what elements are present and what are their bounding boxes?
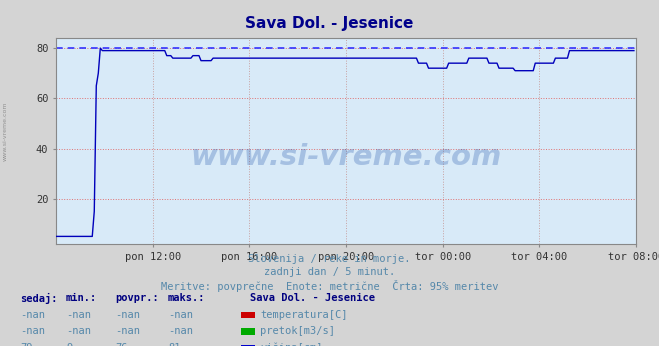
Text: -nan: -nan	[115, 327, 140, 336]
Text: pretok[m3/s]: pretok[m3/s]	[260, 327, 335, 336]
Text: temperatura[C]: temperatura[C]	[260, 310, 348, 320]
Text: 79: 79	[20, 343, 32, 346]
Text: -nan: -nan	[66, 310, 91, 320]
Text: Slovenija / reke in morje.: Slovenija / reke in morje.	[248, 254, 411, 264]
Text: www.si-vreme.com: www.si-vreme.com	[3, 102, 8, 161]
Text: -nan: -nan	[66, 327, 91, 336]
Text: Sava Dol. - Jesenice: Sava Dol. - Jesenice	[245, 16, 414, 30]
Text: -nan: -nan	[168, 327, 193, 336]
Text: Meritve: povprečne  Enote: metrične  Črta: 95% meritev: Meritve: povprečne Enote: metrične Črta:…	[161, 280, 498, 292]
Text: maks.:: maks.:	[168, 293, 206, 303]
Text: min.:: min.:	[66, 293, 97, 303]
Text: sedaj:: sedaj:	[20, 293, 57, 304]
Text: zadnji dan / 5 minut.: zadnji dan / 5 minut.	[264, 267, 395, 277]
Text: 9: 9	[66, 343, 72, 346]
Text: povpr.:: povpr.:	[115, 293, 159, 303]
Text: www.si-vreme.com: www.si-vreme.com	[190, 144, 501, 172]
Text: -nan: -nan	[20, 310, 45, 320]
Text: -nan: -nan	[20, 327, 45, 336]
Text: Sava Dol. - Jesenice: Sava Dol. - Jesenice	[250, 293, 376, 303]
Text: -nan: -nan	[168, 310, 193, 320]
Text: -nan: -nan	[115, 310, 140, 320]
Text: višina[cm]: višina[cm]	[260, 343, 323, 346]
Text: 76: 76	[115, 343, 128, 346]
Text: 81: 81	[168, 343, 181, 346]
